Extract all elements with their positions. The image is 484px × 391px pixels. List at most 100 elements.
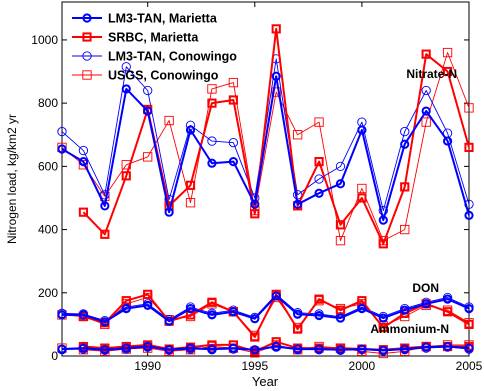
point-nitrate-n-lm3-tan-marietta: [207, 158, 217, 168]
point-don-srbc-marietta: [464, 319, 474, 329]
point-don-lm3-tan-marietta: [121, 303, 131, 314]
point-nitrate-n-srbc-marietta: [378, 239, 388, 249]
point-nitrate-n-usgs-conowingo: [335, 235, 346, 246]
point-don-lm3-tan-marietta: [57, 310, 67, 320]
point-nitrate-n-usgs-conowingo: [314, 117, 324, 127]
x-axis: 1990 1995 2000 2005: [134, 2, 483, 373]
point-nitrate-n-lm3-tan-marietta: [250, 199, 260, 209]
x-tick-label: 2000: [349, 359, 376, 373]
point-nitrate-n-usgs-conowingo: [292, 130, 303, 140]
point-ammonium-n-lm3-tan-marietta: [464, 343, 474, 353]
series-nitrate-n-lm3-tan-marietta: [57, 71, 474, 225]
legend-lm3-tan-marietta-label: LM3-TAN, Marietta: [108, 12, 218, 26]
point-nitrate-n-lm3-tan-marietta: [421, 106, 431, 116]
point-ammonium-n-lm3-tan-marietta: [250, 345, 260, 355]
point-ammonium-n-lm3-tan-marietta: [335, 345, 346, 355]
y-tick-label: 600: [38, 159, 58, 173]
series-ammonium-n-lm3-tan-marietta: [57, 341, 474, 355]
point-nitrate-n-usgs-conowingo: [357, 183, 367, 194]
legend-lm3-tan-marietta-marker: [82, 13, 92, 23]
point-don-lm3-tan-marietta: [378, 313, 388, 323]
series-don-lm3-tan-marietta: [57, 291, 474, 327]
point-ammonium-n-lm3-tan-marietta: [314, 344, 324, 354]
group-nitrate-n: [57, 24, 474, 249]
point-nitrate-n-lm3-tan-conowingo: [228, 138, 239, 148]
series-layer: [57, 24, 474, 359]
point-don-lm3-tan-marietta: [250, 314, 260, 324]
x-axis-label: Year: [252, 374, 279, 389]
point-ammonium-n-lm3-tan-marietta: [57, 344, 67, 354]
point-nitrate-n-srbc-marietta: [185, 180, 196, 190]
point-don-lm3-tan-marietta: [357, 303, 367, 314]
point-nitrate-n-lm3-tan-marietta: [78, 157, 89, 167]
point-nitrate-n-lm3-tan-marietta: [121, 84, 131, 94]
point-nitrate-n-usgs-conowingo: [143, 152, 153, 162]
point-don-lm3-tan-marietta: [228, 307, 238, 317]
point-don-lm3-tan-marietta: [335, 313, 346, 323]
point-nitrate-n-lm3-tan-marietta: [143, 106, 153, 116]
point-nitrate-n-lm3-tan-conowingo: [400, 126, 410, 137]
point-nitrate-n-srbc-marietta: [357, 193, 367, 203]
point-nitrate-n-lm3-tan-conowingo: [335, 161, 346, 172]
point-nitrate-n-lm3-tan-marietta: [164, 207, 174, 217]
point-nitrate-n-usgs-conowingo: [228, 77, 239, 88]
point-nitrate-n-lm3-tan-marietta: [442, 136, 453, 146]
point-nitrate-n-srbc-marietta: [100, 229, 110, 239]
point-nitrate-n-lm3-tan-marietta: [400, 139, 410, 149]
point-ammonium-n-srbc-marietta: [271, 337, 281, 347]
point-nitrate-n-lm3-tan-marietta: [335, 179, 346, 189]
point-nitrate-n-srbc-marietta: [228, 95, 238, 105]
point-ammonium-n-lm3-tan-marietta: [185, 343, 196, 353]
point-don-lm3-tan-marietta: [271, 291, 281, 301]
point-nitrate-n-srbc-marietta: [335, 220, 346, 230]
point-ammonium-n-lm3-tan-marietta: [164, 345, 174, 355]
point-nitrate-n-lm3-tan-conowingo: [314, 174, 324, 184]
point-ammonium-n-lm3-tan-marietta: [357, 344, 367, 354]
point-nitrate-n-usgs-conowingo: [271, 87, 281, 97]
y-tick-label: 200: [38, 286, 58, 300]
x-tick-label: 2005: [456, 359, 483, 373]
point-don-srbc-marietta: [293, 324, 303, 334]
point-nitrate-n-usgs-conowingo: [421, 117, 431, 127]
y-axis-label: Nitrogen load, kg/km2 yr: [5, 114, 19, 244]
group-don: [57, 289, 474, 342]
legend-lm3-tan-conowingo-label: LM3-TAN, Conowingo: [108, 50, 237, 64]
point-ammonium-n-lm3-tan-marietta: [293, 344, 303, 354]
y-tick-label: 1000: [31, 33, 58, 47]
legend-srbc-marietta-label: SRBC, Marietta: [108, 31, 199, 45]
point-don-srbc-marietta: [378, 322, 388, 333]
point-don-lm3-tan-marietta: [293, 309, 303, 319]
point-ammonium-n-lm3-tan-marietta: [143, 341, 153, 352]
point-nitrate-n-lm3-tan-marietta: [378, 215, 388, 225]
x-tick-label: 1995: [241, 359, 268, 373]
point-nitrate-n-usgs-conowingo: [464, 103, 474, 113]
point-don-lm3-tan-marietta: [164, 316, 174, 326]
point-nitrate-n-lm3-tan-conowingo: [421, 85, 431, 96]
legend-usgs-conowingo: USGS, Conowingo: [72, 69, 219, 83]
point-nitrate-n-lm3-tan-marietta: [57, 144, 67, 154]
point-don-lm3-tan-marietta: [143, 300, 153, 311]
point-nitrate-n-lm3-tan-conowingo: [57, 126, 67, 137]
point-nitrate-n-lm3-tan-marietta: [293, 199, 303, 209]
point-ammonium-n-lm3-tan-marietta: [442, 341, 453, 352]
point-nitrate-n-lm3-tan-conowingo: [78, 145, 89, 156]
y-tick-label: 0: [51, 349, 58, 363]
point-don-lm3-tan-marietta: [207, 310, 217, 320]
point-nitrate-n-lm3-tan-marietta: [464, 210, 474, 220]
legend-lm3-tan-marietta: LM3-TAN, Marietta: [72, 12, 218, 26]
point-ammonium-n-lm3-tan-marietta: [228, 343, 238, 353]
point-nitrate-n-srbc-marietta: [314, 157, 324, 167]
point-ammonium-n-lm3-tan-marietta: [421, 342, 431, 352]
point-don-lm3-tan-marietta: [78, 310, 89, 320]
point-nitrate-n-lm3-tan-marietta: [314, 188, 324, 198]
point-nitrate-n-lm3-tan-conowingo: [100, 190, 110, 200]
point-ammonium-n-lm3-tan-marietta: [207, 344, 217, 354]
y-axis: 0 200 400 600 800 1000: [31, 33, 469, 363]
point-nitrate-n-srbc-marietta: [207, 98, 217, 108]
legend-usgs-conowingo-label: USGS, Conowingo: [108, 69, 219, 83]
point-don-srbc-marietta: [314, 294, 324, 304]
y-tick-label: 400: [38, 223, 58, 237]
annotations: Nitrate-N DON Ammonium-N: [370, 67, 457, 336]
point-nitrate-n-usgs-conowingo: [185, 198, 196, 208]
point-ammonium-n-lm3-tan-marietta: [100, 345, 110, 355]
